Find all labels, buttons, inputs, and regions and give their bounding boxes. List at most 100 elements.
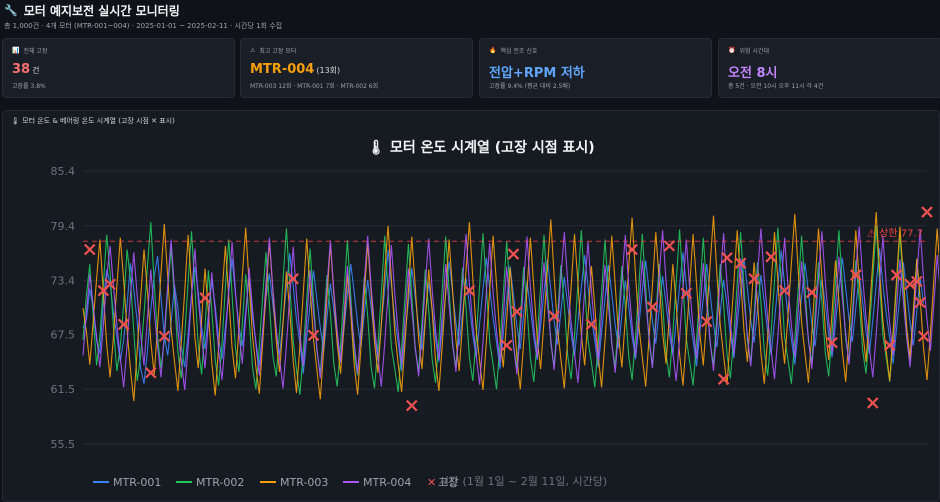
y-tick-label: 73.4	[51, 275, 76, 288]
failure-marker	[721, 251, 733, 264]
legend-label: MTR-004	[363, 476, 411, 489]
failure-marker-stroke	[866, 397, 879, 409]
failure-marker	[511, 305, 523, 318]
failure-marker	[84, 243, 96, 256]
clock-icon: ⏰	[728, 46, 736, 54]
failure-marker-stroke	[721, 251, 733, 264]
kpi-card-key-signal: 🔥 핵심 전조 신호 전압+RPM 저하 고장률 9.4% (평균 대비 2.5배…	[479, 38, 712, 98]
failure-marker	[866, 397, 879, 409]
failure-marker	[199, 292, 211, 304]
failure-marker	[663, 240, 676, 252]
failure-marker	[778, 284, 791, 297]
failure-marker	[406, 399, 418, 412]
failure-marker	[904, 278, 916, 290]
failure-marker-stroke	[765, 251, 777, 263]
failure-marker-stroke	[748, 272, 760, 285]
failure-marker-stroke	[158, 330, 171, 343]
header: 🔧 모터 예지보전 실시간 모니터링 총 1,000건 · 4개 모터 (MTR…	[4, 2, 934, 31]
failure-marker-stroke	[700, 315, 713, 328]
wrench-icon: 🔧	[4, 3, 18, 17]
failure-marker	[700, 315, 713, 328]
upper-limit-label: ⚠ 상한 77.7	[867, 227, 923, 239]
failure-marker	[287, 272, 299, 285]
failure-marker-stroke	[778, 284, 791, 297]
warning-icon: ⚠	[250, 46, 256, 54]
kpi-card-total-failures-front: 📊 전체 고장 38 건 고장률 3.8%	[2, 38, 235, 98]
failure-marker-stroke	[548, 310, 560, 322]
fire-icon: 🔥	[489, 46, 497, 54]
failure-marker	[145, 367, 157, 379]
page-title-text: 모터 예지보전 실시간 모니터링	[23, 3, 180, 18]
kpi-value-text: MTR-004	[250, 62, 315, 77]
chart-panel: 🌡 모터 온도 & 베어링 온도 시계열 (고장 시점 ✕ 표시) ⚠ 상한 7…	[2, 110, 940, 502]
kpi-unit: (13회)	[316, 66, 341, 75]
failure-marker-stroke	[104, 278, 116, 290]
failure-marker-stroke	[917, 330, 930, 343]
failure-marker-stroke	[680, 287, 693, 300]
failure-marker-stroke	[117, 318, 130, 331]
failure-marker-stroke	[84, 243, 96, 256]
chart-title: 🌡 모터 온도 시계열 (고장 시점 표시)	[367, 139, 594, 156]
panel-title-text: 모터 온도 & 베어링 온도 시계열 (고장 시점 ✕ 표시)	[22, 117, 175, 125]
failure-marker-stroke	[883, 339, 896, 352]
failure-marker-stroke	[734, 257, 747, 269]
failure-marker	[680, 287, 693, 300]
legend-failure-mark: ✕	[427, 476, 436, 489]
page-subtitle: 총 1,000건 · 4개 모터 (MTR-001~004) · 2025-01…	[4, 22, 283, 30]
failure-marker-stroke	[406, 399, 418, 412]
failure-marker-stroke	[717, 373, 730, 385]
x-axis-title: 시간 (1월 1일 ~ 2월 11일, 시간당)	[439, 474, 607, 488]
failure-marker	[507, 248, 520, 260]
kpi-detail: 고장률 3.8%	[12, 83, 46, 90]
failure-marker	[765, 251, 777, 263]
failure-marker	[921, 206, 933, 218]
series-line-mtr-002	[82, 222, 921, 395]
legend-item-mtr-002: MTR-002	[176, 476, 244, 489]
kpi-label: 핵심 전조 신호	[500, 47, 538, 55]
series-line-mtr-004	[82, 226, 939, 391]
kpi-detail: 총 5건 · 오전 10시 오후 11시 각 4건	[728, 83, 824, 90]
thermometer-icon: 🌡	[11, 117, 20, 125]
failure-marker	[548, 310, 560, 322]
failure-marker	[883, 339, 896, 352]
page-title: 🔧 모터 예지보전 실시간 모니터링	[4, 2, 934, 18]
failure-marker-stroke	[287, 272, 299, 285]
kpi-detail: MTR-003 12회 · MTR-001 7회 · MTR-002 6회	[250, 83, 379, 90]
failure-marker	[158, 330, 171, 343]
failure-marker-stroke	[805, 286, 818, 299]
failure-marker-stroke	[826, 336, 838, 349]
legend-item-mtr-004: MTR-004	[343, 476, 411, 489]
failure-marker-stroke	[911, 275, 923, 288]
y-tick-label: 61.5	[51, 383, 76, 396]
y-tick-label: 55.5	[51, 438, 76, 451]
panel-title: 🌡 모터 온도 & 베어링 온도 시계열 (고장 시점 ✕ 표시)	[11, 116, 175, 126]
failure-marker-stroke	[914, 296, 926, 309]
failure-marker-stroke	[663, 240, 676, 252]
failure-marker-stroke	[463, 284, 476, 297]
failure-marker	[826, 336, 838, 349]
failure-marker-stroke	[307, 329, 320, 342]
chart-icon: 📊	[12, 46, 20, 54]
failure-marker	[585, 318, 598, 331]
temperature-chart: ⚠ 상한 77.7 85.4 79.4 73.4 67.5 61.5 55.5 🌡 모터 …	[51, 139, 939, 489]
legend-label: MTR-002	[196, 476, 244, 489]
failure-marker-stroke	[626, 243, 638, 256]
failure-marker-stroke	[145, 367, 157, 379]
failure-marker	[500, 339, 513, 352]
failure-marker-stroke	[921, 206, 933, 218]
failure-marker	[104, 278, 116, 290]
failure-marker	[117, 318, 130, 331]
failure-marker-stroke	[199, 292, 211, 304]
kpi-unit: 건	[32, 66, 40, 75]
failure-marker-stroke	[850, 269, 862, 281]
kpi-card-risk-hour: ⏰ 위험 시간대 오전 8시 총 5건 · 오전 10시 오후 11시 각 4건	[718, 38, 940, 98]
failure-marker	[626, 243, 638, 256]
legend-item-mtr-003: MTR-003	[260, 476, 328, 489]
y-tick-label: 85.4	[51, 165, 76, 178]
failure-marker	[748, 272, 760, 285]
failure-marker-stroke	[511, 305, 523, 318]
failure-marker	[734, 257, 747, 269]
kpi-value-text: 전압+RPM 저하	[489, 66, 585, 81]
kpi-value-text: 38	[12, 62, 31, 77]
failure-marker	[463, 284, 476, 297]
